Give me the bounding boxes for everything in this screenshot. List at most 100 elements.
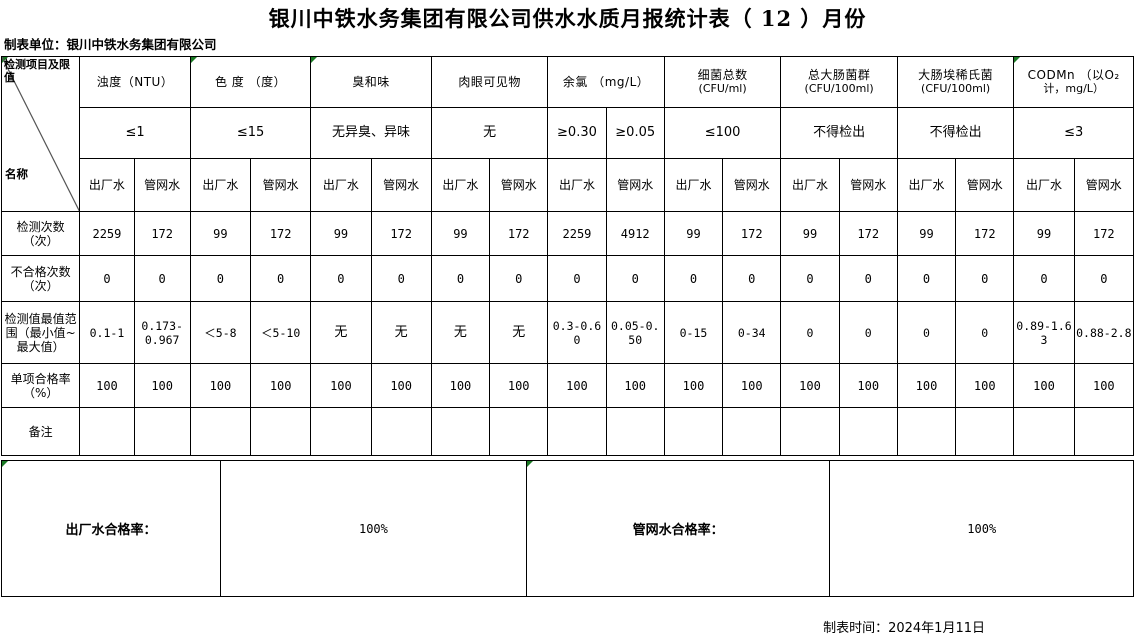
column-limit-6: 不得检出 [780,107,898,159]
cell-r0-c11: 172 [722,211,782,256]
table-row: 备注 [0,407,1135,456]
column-header-param-7: 大肠埃稀氏菌 (CFU/100ml) [896,56,1015,108]
column-header-param-5: 细菌总数 (CFU/ml) [663,56,782,108]
summary-table: 出厂水合格率：100%管网水合格率：100%水质综合合格率：100% [1,460,1134,597]
cell-r0-c17: 172 [1073,211,1135,256]
cell-r4-c4 [310,407,372,456]
cell-r1-c8: 0 [547,255,607,302]
water-quality-report-page: 银川中铁水务集团有限公司供水水质月报统计表（ 12 ）月份 制表单位：银川中铁水… [0,6,1135,636]
subcolumn-header-factory-water-3: 出厂水 [430,158,491,212]
cell-r0-c15: 172 [955,211,1015,256]
cell-r4-c13 [838,407,898,456]
cell-r4-c16 [1013,407,1075,456]
cell-r0-c2: 99 [189,211,252,256]
column-header-param-name: 浊度（NTU） [96,75,174,89]
cell-r4-c6 [430,407,491,456]
cell-r3-c8: 100 [547,363,607,408]
header-row-subcolumn: 出厂水 管网水 出厂水 管网水 出厂水 管网水 出厂水 管网水 出厂水 管网水 出厂水 管网水 出厂水管… [2,158,1135,212]
column-header-param-unit: (CFU/ml) [698,82,747,95]
cell-r4-c11 [722,407,782,456]
column-header-param-name: 总大肠菌群 [807,68,871,82]
cell-r0-c14: 99 [896,211,957,256]
column-header-param-name: CODMn （以O₂ [1027,68,1120,82]
cell-r3-c15: 100 [955,363,1015,408]
cell-r0-c10: 99 [663,211,724,256]
subcolumn-header-factory-water-6: 出厂水 [780,158,840,212]
summary-row: 出厂水合格率：100%管网水合格率：100%水质综合合格率：100% [1,460,1134,597]
cell-r2-c9: 0.05-0.50 [605,301,665,364]
corner-top-label: 检测项目及限值 [4,58,70,84]
column-header-param-name: 臭和味 [352,75,390,89]
table-header: 检测项目及限值 名称 浊度（NTU） 色 度 （度） 臭和味 肉眼可见物 余氯 （mg/… [0,56,1135,212]
page-title: 银川中铁水务集团有限公司供水水质月报统计表（ 12 ）月份 [268,6,867,31]
column-header-param-1: 色 度 （度） [189,56,312,108]
subcolumn-header-factory-water-4: 出厂水 [547,158,607,212]
cell-r3-c13: 100 [838,363,898,408]
cell-r2-c1: 0.173-0.967 [133,301,191,364]
cell-r3-c4: 100 [310,363,372,408]
column-header-param-4: 余氯 （mg/L） [547,56,665,108]
cell-r1-c11: 0 [722,255,782,302]
cell-r0-c4: 99 [310,211,372,256]
column-header-param-unit: (CFU/100ml) [921,82,991,95]
cell-r3-c0: 100 [79,363,135,408]
cell-r2-c11: 0-34 [722,301,782,364]
cell-r1-c17: 0 [1073,255,1135,302]
cell-r4-c1 [133,407,191,456]
cell-r4-c5 [370,407,432,456]
cell-r4-c9 [605,407,665,456]
excel-error-flag-icon [311,57,318,63]
cell-r1-c2: 0 [189,255,252,302]
excel-error-flag-icon [2,461,8,467]
cell-r1-c0: 0 [79,255,135,302]
row-label-2: 检测值最值范围（最小值~最大值） [0,301,81,364]
cell-r3-c16: 100 [1013,363,1075,408]
report-unit-subtitle: 制表单位：银川中铁水务集团有限公司 [4,37,217,52]
summary-value-0: 100% [219,460,527,597]
corner-bottom-label: 名称 [5,167,28,181]
cell-r2-c3: ＜5-10 [250,301,312,364]
row-label-4: 备注 [0,407,81,456]
cell-r0-c0: 2259 [79,211,135,256]
cell-r4-c2 [189,407,252,456]
column-header-param-name: 肉眼可见物 [458,75,521,89]
cell-r1-c16: 0 [1013,255,1075,302]
cell-r4-c10 [663,407,724,456]
cell-r3-c9: 100 [605,363,665,408]
table-row: 不合格次数（次） 0 0 0 0 0 0 0 0 0 0 0 0 0 0 0 0 0 0 [0,255,1135,302]
subcolumn-header-factory-water-2: 出厂水 [310,158,372,212]
cell-r2-c4: 无 [310,301,372,364]
cell-r1-c9: 0 [605,255,665,302]
column-limit-0: ≤1 [79,107,191,159]
subcolumn-header-pipe-network-water-2: 管网水 [370,158,432,212]
column-limit-8: ≤3 [1013,107,1134,159]
header-row-param: 检测项目及限值 名称 浊度（NTU） 色 度 （度） 臭和味 肉眼可见物 余氯 （mg/… [0,56,1134,212]
table-row: 单项合格率（%） 100 100 100 100 100 100 100 100 100 100 10… [0,363,1135,408]
cell-r0-c5: 172 [370,211,432,256]
excel-error-flag-icon [1014,57,1021,63]
corner-header-cell: 检测项目及限值 名称 [0,56,81,212]
table-row: 检测次数（次） 2259 172 99 172 99 172 99 172 2259 4912 99 1… [0,211,1135,256]
cell-r1-c4: 0 [310,255,372,302]
cell-r4-c15 [955,407,1015,456]
subcolumn-header-pipe-network-water-5: 管网水 [722,158,782,212]
water-quality-table: 检测项目及限值 名称 浊度（NTU） 色 度 （度） 臭和味 肉眼可见物 余氯 （mg/… [0,56,1135,456]
summary-label-1: 管网水合格率： [525,460,831,597]
cell-r0-c7: 172 [489,211,549,256]
cell-r4-c8 [547,407,607,456]
column-limit-3: 无 [430,107,549,159]
cell-r3-c1: 100 [133,363,191,408]
cell-r2-c2: ＜5-8 [189,301,252,364]
cell-r0-c3: 172 [250,211,312,256]
header-row-limit: ≤1 ≤15 无异臭、异味无 ≥0.30 ≥0.05 ≤100 不得检出 不得检出 ≤3 [2,107,1134,159]
cell-r1-c14: 0 [896,255,957,302]
cell-r2-c15: 0 [955,301,1015,364]
table-row: 检测值最值范围（最小值~最大值） 0.1-1 0.173-0.967 ＜5-8 ＜5-1… [0,301,1135,364]
column-limit-5: ≤100 [663,107,782,159]
cell-r1-c13: 0 [838,255,898,302]
subcolumn-header-pipe-network-water-1: 管网水 [250,158,312,212]
cell-r1-c12: 0 [780,255,840,302]
column-limit-7: 不得检出 [896,107,1015,159]
excel-error-flag-icon [526,461,533,467]
cell-r2-c8: 0.3-0.60 [547,301,607,364]
